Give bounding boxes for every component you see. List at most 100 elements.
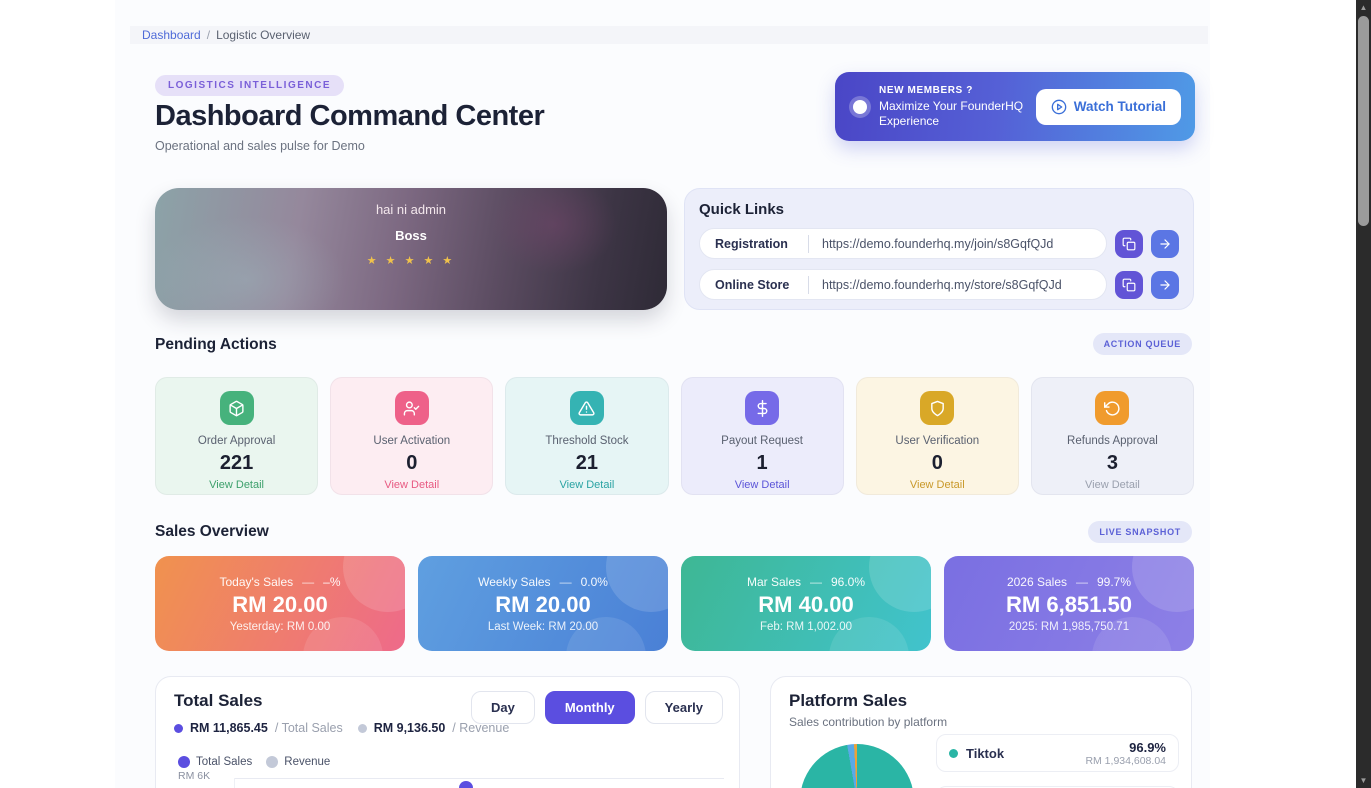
sales-card-compare: Last Week: RM 20.00 xyxy=(487,620,599,633)
view-detail-link[interactable]: View Detail xyxy=(1085,479,1140,491)
sales-card-compare: 2025: RM 1,985,750.71 xyxy=(1008,620,1130,633)
arrow-right-icon xyxy=(1158,237,1172,251)
card-count: 3 xyxy=(1106,452,1118,474)
banner-eyebrow: NEW MEMBERS ? xyxy=(879,84,973,96)
scrollbar-down-arrow[interactable]: ▼ xyxy=(1359,776,1368,785)
trend-dash-icon: — xyxy=(302,574,315,589)
trend-dash-icon: — xyxy=(559,574,572,589)
logistics-intelligence-badge: LOGISTICS INTELLIGENCE xyxy=(155,75,345,96)
tab-monthly[interactable]: Monthly xyxy=(544,691,635,724)
copy-online-store-button[interactable] xyxy=(1115,270,1143,299)
view-detail-link[interactable]: View Detail xyxy=(384,479,440,491)
total-sales-series-label: / Total Sales xyxy=(274,721,343,735)
card-label: Order Approval xyxy=(197,435,276,447)
sales-card-label: Mar Sales xyxy=(746,574,801,589)
arrow-right-icon xyxy=(1158,278,1172,292)
scrollbar-thumb[interactable] xyxy=(1358,16,1369,226)
tiktok-dot-icon xyxy=(949,748,958,758)
copy-icon xyxy=(1122,278,1136,292)
live-snapshot-badge: LIVE SNAPSHOT xyxy=(1088,521,1192,543)
chart-axis-line xyxy=(234,778,235,788)
view-detail-link[interactable]: View Detail xyxy=(909,479,965,491)
total-sales-value: RM 11,865.45 xyxy=(190,721,268,735)
sales-card-percent: 96.0% xyxy=(831,574,866,589)
package-icon xyxy=(219,391,254,425)
online-store-url: https://demo.founderhq.my/store/s8GqfQJd xyxy=(822,277,1062,292)
total-sales-panel: Total Sales RM 11,865.45 / Total Sales R… xyxy=(155,676,740,788)
copy-registration-button[interactable] xyxy=(1115,229,1143,258)
registration-label: Registration xyxy=(715,236,788,251)
legend-total-sales-dot-icon xyxy=(178,756,190,768)
chart-data-point xyxy=(459,781,473,788)
sales-card-percent: 99.7% xyxy=(1097,574,1132,589)
play-circle-icon xyxy=(1051,99,1067,115)
watch-tutorial-button[interactable]: Watch Tutorial xyxy=(1035,88,1181,125)
breadcrumb-current: Logistic Overview xyxy=(216,28,311,42)
pending-actions-title: Pending Actions xyxy=(155,336,277,353)
view-detail-link[interactable]: View Detail xyxy=(734,479,790,491)
revenue-value: RM 9,136.50 xyxy=(373,721,446,735)
tiktok-amount: RM 1,934,608.04 xyxy=(1085,754,1166,767)
user-activation-card[interactable]: User Activation 0 View Detail xyxy=(330,377,494,495)
radio-dot-icon xyxy=(853,99,867,114)
view-detail-link[interactable]: View Detail xyxy=(209,479,264,491)
sales-card-amount: RM 20.00 xyxy=(232,591,328,617)
user-check-icon xyxy=(394,391,429,425)
revenue-series-label: / Revenue xyxy=(452,721,510,735)
todays-sales-card: Today's Sales — –% RM 20.00 Yesterday: R… xyxy=(155,556,405,651)
dollar-icon xyxy=(745,391,780,425)
sales-overview-row: Today's Sales — –% RM 20.00 Yesterday: R… xyxy=(155,556,1194,651)
shield-icon xyxy=(920,391,955,425)
open-online-store-button[interactable] xyxy=(1151,270,1179,299)
refunds-approval-card[interactable]: Refunds Approval 3 View Detail xyxy=(1030,377,1195,495)
page-scrollbar[interactable]: ▲ ▼ xyxy=(1356,0,1371,788)
sales-card-percent: 0.0% xyxy=(580,574,608,589)
card-count: 0 xyxy=(406,452,418,474)
total-sales-summary: RM 11,865.45 / Total Sales RM 9,136.50 /… xyxy=(174,721,509,735)
online-store-label: Online Store xyxy=(715,277,790,292)
tab-yearly[interactable]: Yearly xyxy=(644,691,723,724)
breadcrumb-separator: / xyxy=(206,28,211,42)
y-axis-tick: RM 6K xyxy=(178,770,211,782)
sales-card-amount: RM 20.00 xyxy=(495,591,591,617)
chart-gridline xyxy=(234,778,724,779)
card-count: 21 xyxy=(575,452,599,474)
quick-links-title: Quick Links xyxy=(699,201,785,218)
sales-card-compare: Feb: RM 1,002.00 xyxy=(759,620,853,633)
legend-total-sales-label: Total Sales xyxy=(196,756,253,768)
user-verification-card[interactable]: User Verification 0 View Detail xyxy=(855,377,1019,495)
year-2026-sales-card: 2026 Sales — 99.7% RM 6,851.50 2025: RM … xyxy=(944,556,1194,651)
sales-card-percent: –% xyxy=(323,574,341,589)
payout-request-card[interactable]: Payout Request 1 View Detail xyxy=(680,377,844,495)
card-label: User Activation xyxy=(373,435,451,447)
pending-actions-row: Order Approval 221 View Detail User Acti… xyxy=(155,377,1195,495)
order-approval-card[interactable]: Order Approval 221 View Detail xyxy=(155,377,319,495)
platform-pie-chart xyxy=(800,744,914,788)
threshold-stock-card[interactable]: Threshold Stock 21 View Detail xyxy=(505,377,669,495)
copy-icon xyxy=(1122,237,1136,251)
open-registration-button[interactable] xyxy=(1151,229,1179,258)
tutorial-banner: NEW MEMBERS ? Maximize Your FounderHQ Ex… xyxy=(835,72,1195,141)
card-count: 0 xyxy=(931,452,943,474)
platform-sales-panel: Platform Sales Sales contribution by pla… xyxy=(770,676,1192,788)
banner-text: NEW MEMBERS ? Maximize Your FounderHQ Ex… xyxy=(879,85,1036,129)
view-detail-link[interactable]: View Detail xyxy=(559,479,615,491)
platform-sales-subtitle: Sales contribution by platform xyxy=(789,715,948,729)
registration-link-field[interactable]: Registration https://demo.founderhq.my/j… xyxy=(699,228,1107,259)
sales-card-label: 2026 Sales xyxy=(1006,574,1067,589)
legend-item-tiktok[interactable]: Tiktok 96.9% RM 1,934,608.04 xyxy=(936,734,1179,772)
sales-card-amount: RM 40.00 xyxy=(758,591,854,617)
tab-day[interactable]: Day xyxy=(470,691,535,724)
period-tabs: Day Monthly Yearly xyxy=(470,691,723,724)
quick-link-row-registration: Registration https://demo.founderhq.my/j… xyxy=(699,228,1179,259)
weekly-sales-card: Weekly Sales — 0.0% RM 20.00 Last Week: … xyxy=(418,556,668,651)
scrollbar-up-arrow[interactable]: ▲ xyxy=(1359,3,1368,12)
tiktok-label: Tiktok xyxy=(966,745,1005,761)
legend-revenue-label: Revenue xyxy=(284,756,331,768)
online-store-link-field[interactable]: Online Store https://demo.founderhq.my/s… xyxy=(699,269,1107,300)
total-sales-dot-icon xyxy=(174,723,183,733)
breadcrumb-dashboard-link[interactable]: Dashboard xyxy=(142,28,201,42)
trend-dash-icon: — xyxy=(1076,574,1088,589)
divider xyxy=(808,275,809,294)
trend-dash-icon: — xyxy=(810,574,822,589)
